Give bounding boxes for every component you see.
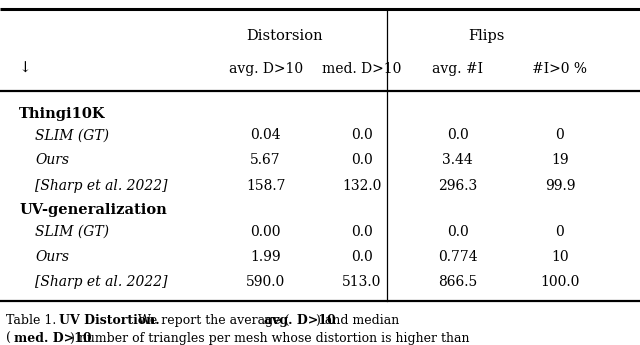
Text: 296.3: 296.3 [438,179,477,193]
Text: [Sharp et al. 2022]: [Sharp et al. 2022] [35,275,168,289]
Text: 0.0: 0.0 [351,250,372,264]
Text: 19: 19 [551,154,569,167]
Text: 0: 0 [556,128,564,142]
Text: We report the average (: We report the average ( [134,314,290,327]
Text: SLIM (GT): SLIM (GT) [35,225,109,239]
Text: avg. D>10: avg. D>10 [228,62,303,76]
Text: 590.0: 590.0 [246,275,285,289]
Text: #I>0 %: #I>0 % [532,62,588,76]
Text: avg. D>10: avg. D>10 [264,314,335,327]
Text: (: ( [6,332,12,345]
Text: 3.44: 3.44 [442,154,473,167]
Text: 10: 10 [551,250,569,264]
Text: 0.00: 0.00 [250,225,281,239]
Text: 0.0: 0.0 [447,128,468,142]
Text: 1.99: 1.99 [250,250,281,264]
Text: ) and median: ) and median [316,314,399,327]
Text: 158.7: 158.7 [246,179,285,193]
Text: 513.0: 513.0 [342,275,381,289]
Text: Distorsion: Distorsion [246,29,323,43]
Text: avg. #I: avg. #I [432,62,483,76]
Text: 0.0: 0.0 [351,225,372,239]
Text: Ours: Ours [35,250,69,264]
Text: Table 1.: Table 1. [6,314,57,327]
Text: [Sharp et al. 2022]: [Sharp et al. 2022] [35,179,168,193]
Text: med. D>10: med. D>10 [14,332,92,345]
Text: Thingi10K: Thingi10K [19,107,106,121]
Text: Ours: Ours [35,154,69,167]
Text: SLIM (GT): SLIM (GT) [35,128,109,142]
Text: 5.67: 5.67 [250,154,281,167]
Text: 132.0: 132.0 [342,179,381,193]
Text: ↓: ↓ [19,62,32,76]
Text: 100.0: 100.0 [540,275,580,289]
Text: Flips: Flips [468,29,504,43]
Text: 0.774: 0.774 [438,250,477,264]
Text: UV Distortion.: UV Distortion. [59,314,159,327]
Text: 0.04: 0.04 [250,128,281,142]
Text: med. D>10: med. D>10 [322,62,401,76]
Text: 0.0: 0.0 [351,128,372,142]
Text: UV-generalization: UV-generalization [19,204,167,217]
Text: 0: 0 [556,225,564,239]
Text: 866.5: 866.5 [438,275,477,289]
Text: 99.9: 99.9 [545,179,575,193]
Text: 0.0: 0.0 [351,154,372,167]
Text: 0.0: 0.0 [447,225,468,239]
Text: ) number of triangles per mesh whose distortion is higher than: ) number of triangles per mesh whose dis… [70,332,469,345]
